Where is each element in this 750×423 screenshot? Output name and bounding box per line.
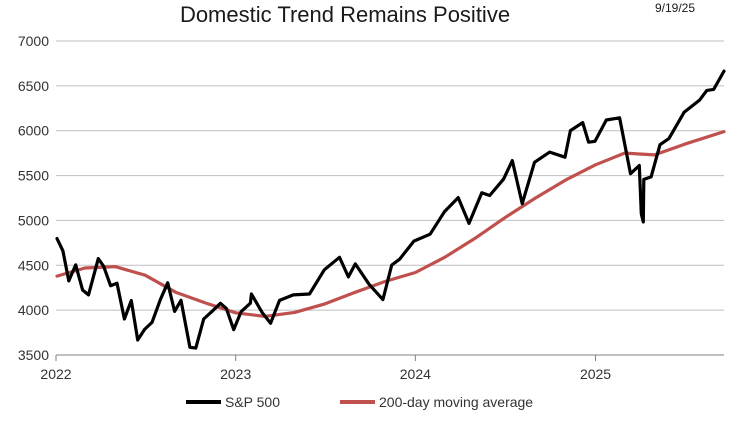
y-tick-label-6500: 6500 bbox=[18, 78, 49, 94]
y-tick-label-4000: 4000 bbox=[18, 302, 49, 318]
legend-label-ma200: 200-day moving average bbox=[379, 394, 533, 410]
x-tick-label-2023: 2023 bbox=[220, 366, 251, 382]
series-line-sp500 bbox=[55, 69, 726, 350]
y-tick-label-4500: 4500 bbox=[18, 257, 49, 273]
y-tick-label-5500: 5500 bbox=[18, 168, 49, 184]
legend-label-sp500: S&P 500 bbox=[225, 394, 280, 410]
y-tick-label-7000: 7000 bbox=[18, 33, 49, 49]
y-tick-label-6000: 6000 bbox=[18, 123, 49, 139]
chart-date-label: 9/19/25 bbox=[655, 1, 695, 15]
x-axis bbox=[55, 354, 724, 361]
y-tick-label-5000: 5000 bbox=[18, 212, 49, 228]
gridlines bbox=[56, 40, 724, 311]
series-lines bbox=[55, 69, 726, 350]
x-tick-label-2022: 2022 bbox=[40, 366, 71, 382]
x-axis-tick-labels: 2022 2023 2024 2025 bbox=[40, 366, 611, 382]
chart-title: Domestic Trend Remains Positive bbox=[180, 2, 510, 27]
y-tick-label-3500: 3500 bbox=[18, 347, 49, 363]
series-line-ma200 bbox=[55, 130, 726, 318]
y-axis-tick-labels: 3500 4000 4500 5000 5500 6000 6500 7000 bbox=[18, 33, 49, 363]
legend: S&P 500 200-day moving average bbox=[186, 394, 533, 410]
x-tick-label-2024: 2024 bbox=[400, 366, 431, 382]
x-tick-label-2025: 2025 bbox=[580, 366, 611, 382]
